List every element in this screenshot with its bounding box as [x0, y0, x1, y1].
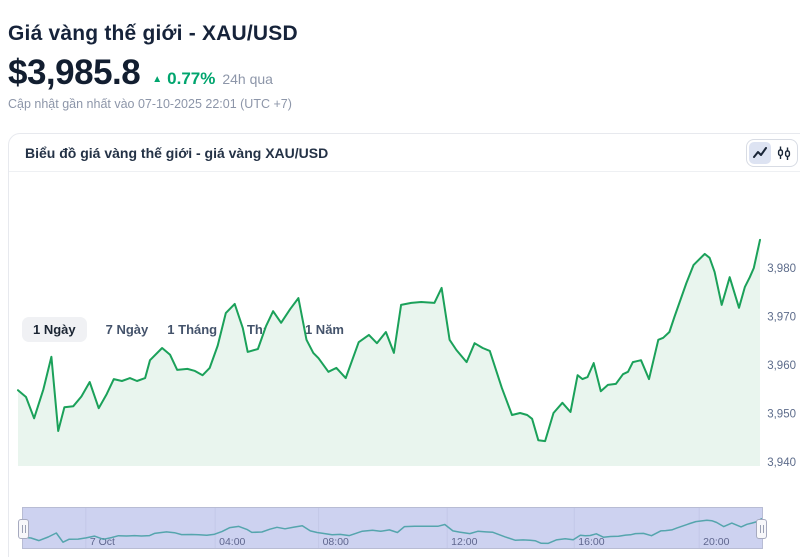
y-axis-label: 3,960: [767, 360, 796, 372]
chart-card-title: Biểu đồ giá vàng thế giới - giá vàng XAU…: [25, 144, 329, 161]
navigator-left-handle[interactable]: [18, 519, 29, 539]
tab-1-month[interactable]: 1 Tháng: [167, 317, 217, 342]
price-area: [18, 239, 760, 466]
navigator-tick-label: 12:00: [451, 536, 477, 548]
price-row: $3,985.8 ▲ 0.77% 24h qua: [8, 53, 273, 93]
navigator-tick-label: 04:00: [219, 536, 245, 548]
navigator-tick-label: 20:00: [703, 536, 729, 548]
navigator-tick-label: 08:00: [323, 536, 349, 548]
line-chart-button[interactable]: [749, 142, 771, 164]
candlestick-icon: [777, 146, 791, 160]
chart-card-header: Biểu đồ giá vàng thế giới - giá vàng XAU…: [9, 134, 800, 172]
tab-1-year[interactable]: 1 Năm: [305, 317, 344, 342]
y-axis-label: 3,970: [767, 312, 796, 324]
chart-type-toggle: [746, 139, 798, 167]
navigator-line: [23, 517, 762, 545]
navigator-tick-label: 7 Oct: [90, 536, 115, 548]
up-arrow-icon: ▲: [152, 74, 163, 85]
tab-7-days[interactable]: 7 Ngày: [106, 317, 149, 342]
y-axis-label: 3,940: [767, 457, 796, 469]
navigator-chart[interactable]: 7 Oct 04:00 08:00 12:00 16:00 20:00: [23, 508, 762, 548]
change-percent: 0.77%: [167, 69, 216, 88]
price-chart[interactable]: 3,940 3,950 3,960 3,970 3,980: [0, 215, 800, 475]
navigator[interactable]: 7 Oct 04:00 08:00 12:00 16:00 20:00: [18, 507, 767, 549]
time-range-tabs: 1 Ngày 7 Ngày 1 Tháng 3 Tháng 1 Năm: [22, 317, 344, 342]
last-updated-text: Cập nhật gần nhất vào 07-10-2025 22:01 (…: [8, 97, 292, 111]
page-title: Giá vàng thế giới - XAU/USD: [8, 22, 298, 46]
candlestick-button[interactable]: [773, 142, 795, 164]
navigator-tick-label: 16:00: [578, 536, 604, 548]
change-period: 24h qua: [222, 71, 273, 87]
price-line: [17, 238, 761, 443]
price-change: ▲ 0.77% 24h qua: [152, 69, 273, 89]
current-price: $3,985.8: [8, 53, 141, 92]
y-axis-label: 3,950: [767, 409, 796, 421]
y-axis-label: 3,980: [767, 263, 796, 275]
tab-1-day[interactable]: 1 Ngày: [22, 317, 87, 342]
navigator-right-handle[interactable]: [756, 519, 767, 539]
line-chart-icon: [753, 147, 767, 158]
